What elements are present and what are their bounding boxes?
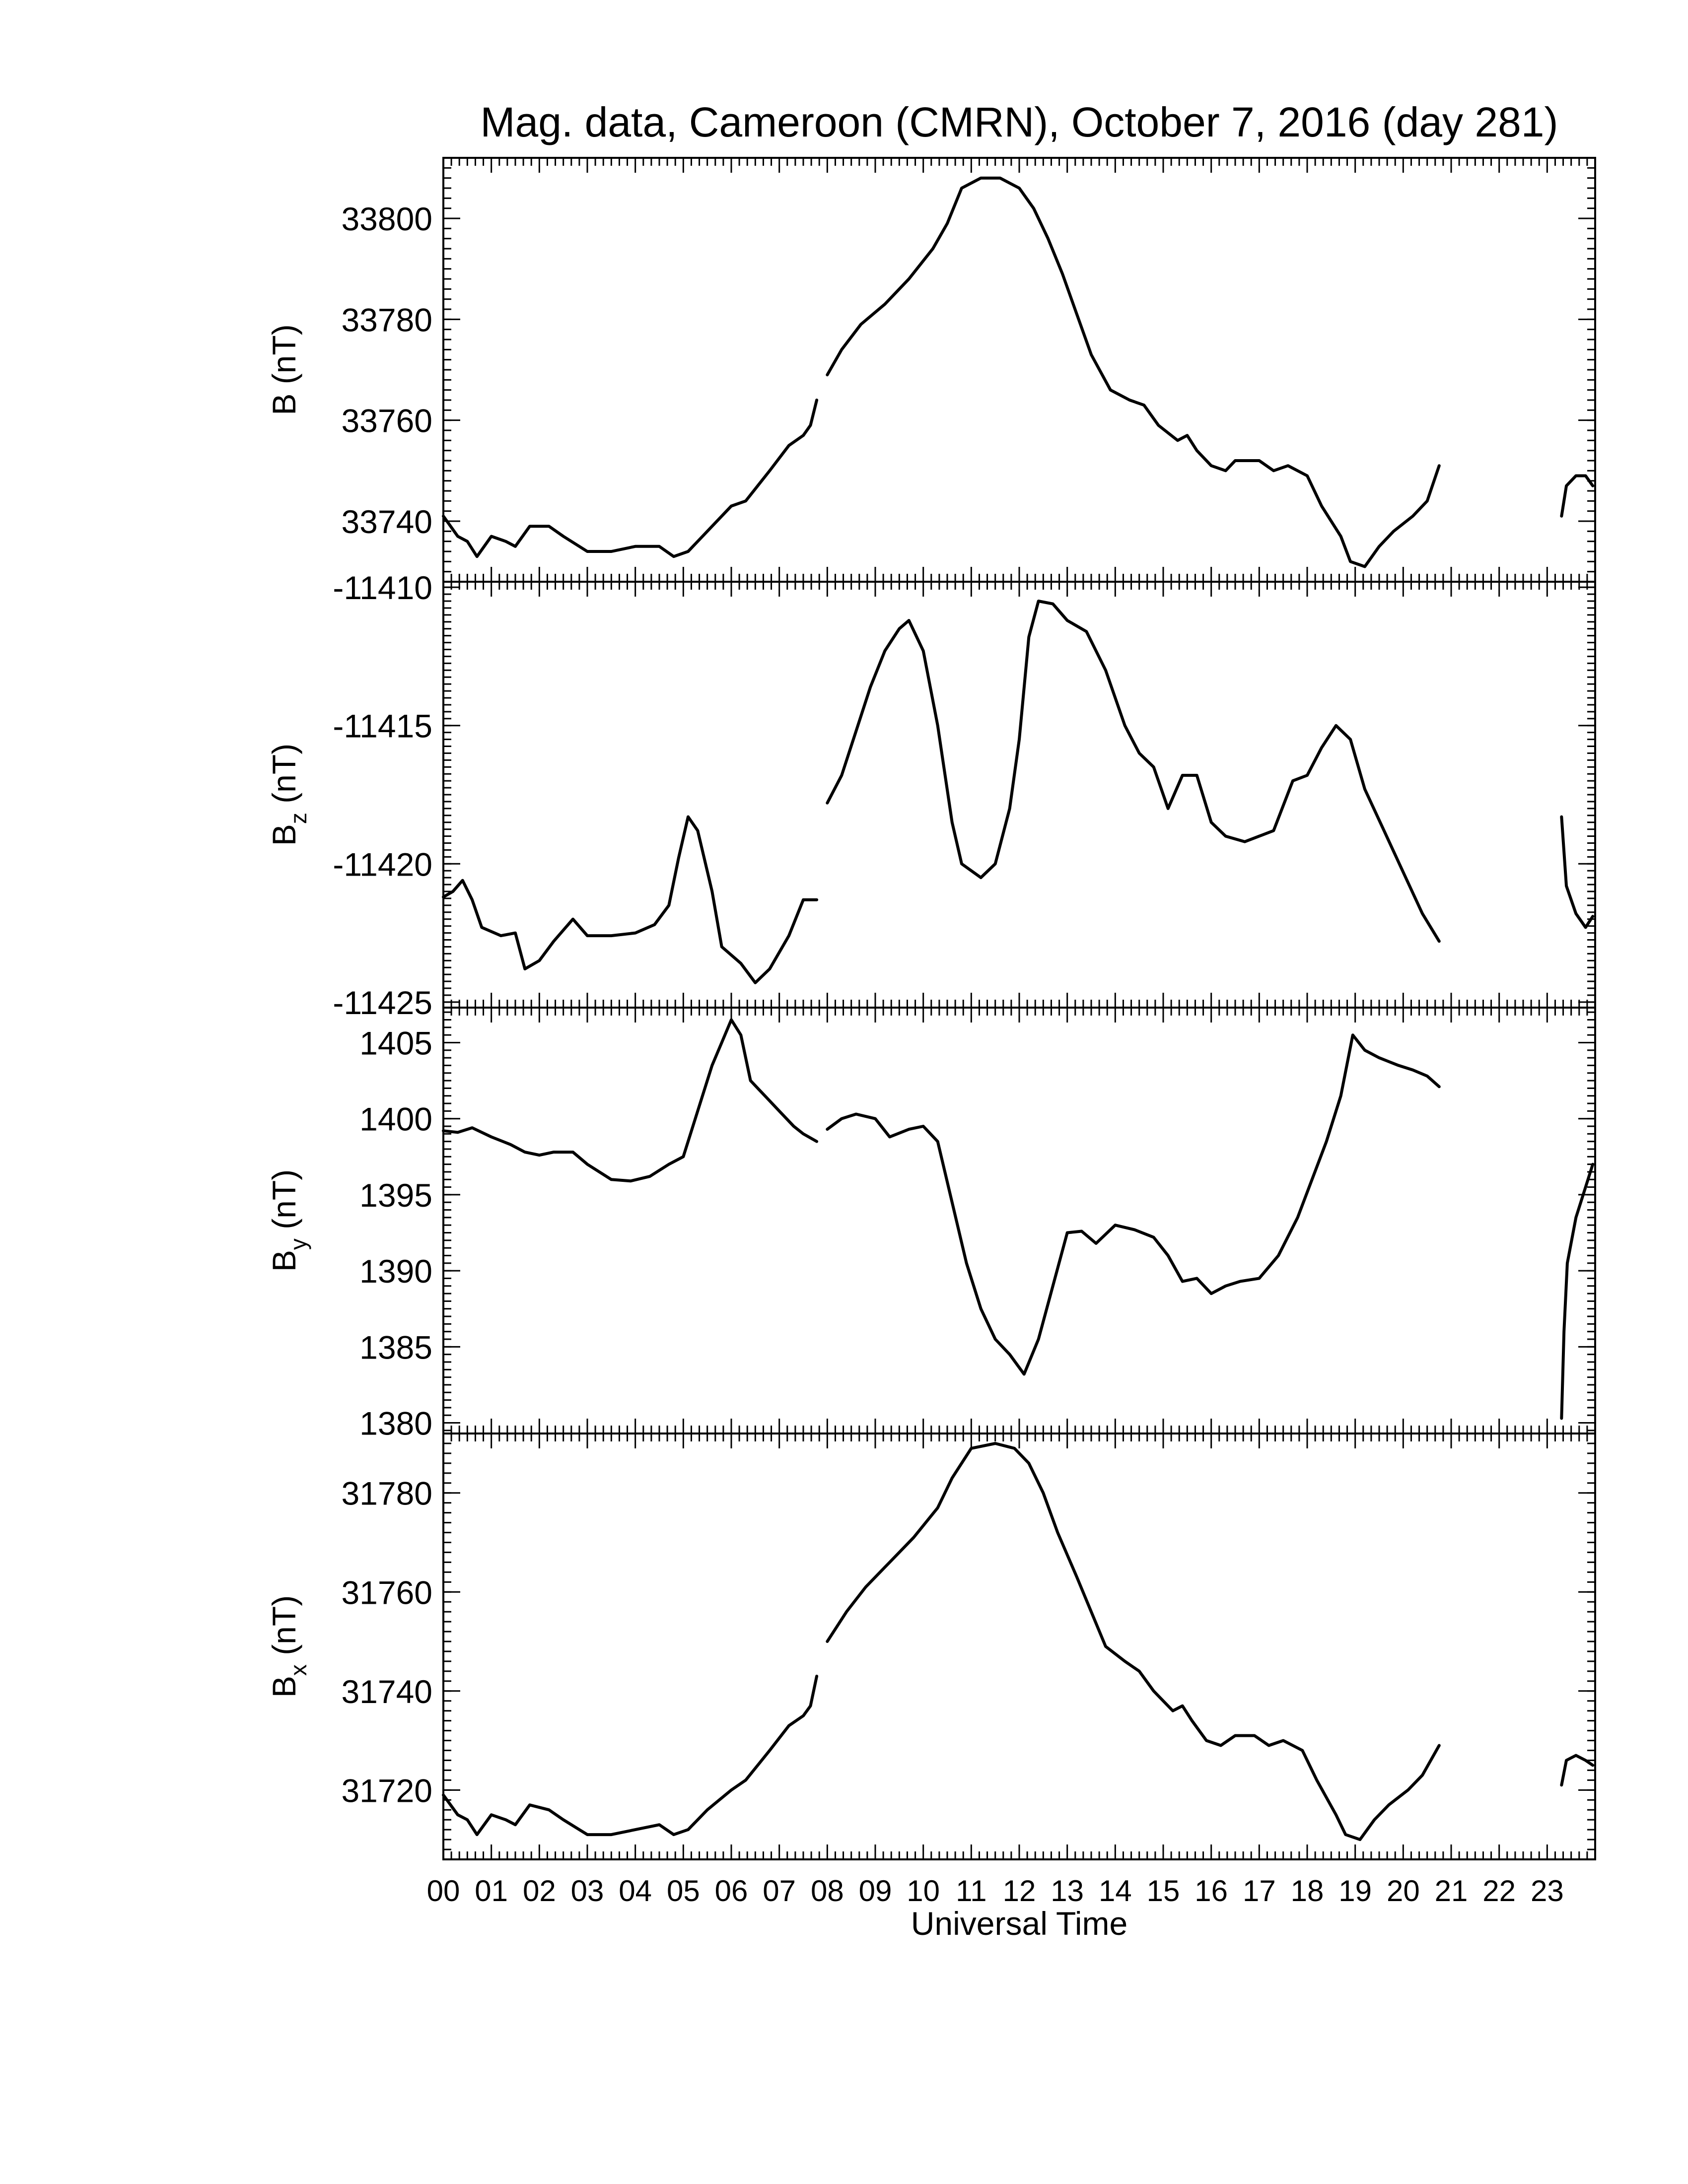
y-axis-label-unit: (nT): [266, 1595, 302, 1664]
y-axis-label-subscript: y: [285, 1238, 311, 1250]
y-axis-label-unit: (nT): [266, 1169, 302, 1238]
x-tick-label: 09: [859, 1874, 892, 1908]
x-tick-label: 08: [811, 1874, 844, 1908]
x-tick-label: 22: [1482, 1874, 1516, 1908]
y-axis-label-unit: (nT): [266, 324, 302, 393]
data-line-segment-1: [442, 815, 819, 984]
x-tick-label: 18: [1291, 1874, 1324, 1908]
x-tick-label: 23: [1531, 1874, 1564, 1908]
y-tick-label: 1405: [359, 1024, 432, 1061]
data-line-segment-3: [1560, 474, 1595, 518]
x-tick-label: 02: [523, 1874, 556, 1908]
data-line-segment-1: [442, 399, 819, 558]
x-tick-label: 01: [475, 1874, 508, 1908]
y-tick-label: 31740: [341, 1673, 432, 1710]
x-tick-label: 17: [1243, 1874, 1276, 1908]
x-tick-label: 15: [1147, 1874, 1180, 1908]
x-tick-label: 19: [1338, 1874, 1372, 1908]
chart-title: Mag. data, Cameroon (CMRN), October 7, 2…: [481, 99, 1558, 145]
y-tick-label: 1385: [359, 1329, 432, 1365]
y-tick-label: 33780: [341, 301, 432, 338]
x-tick-label: 11: [956, 1874, 986, 1908]
y-tick-label: 1395: [359, 1177, 432, 1214]
y-tick-label: 33740: [341, 503, 432, 540]
y-tick-label: 31760: [341, 1574, 432, 1611]
y-axis-label: B (nT): [266, 324, 302, 415]
panel-1: 33740 33760 33780 33800 B (nT): [266, 157, 1596, 583]
x-tick-label: 10: [907, 1874, 940, 1908]
panel-frame: [442, 581, 1596, 1009]
data-line-segment-3: [1560, 1754, 1595, 1787]
panel-frame: [442, 1433, 1596, 1860]
data-line-segment-3: [1560, 1162, 1595, 1420]
panel-4: 31720 31740 31760 31780 Bx (nT): [266, 1433, 1596, 1860]
y-axis-label-unit: (nT): [266, 744, 302, 813]
x-tick-label: 14: [1099, 1874, 1132, 1908]
data-line-segment-1: [442, 1674, 819, 1837]
y-tick-label: 31720: [341, 1772, 432, 1809]
x-tick-label: 00: [427, 1874, 460, 1908]
y-tick-label: -11425: [333, 984, 432, 1021]
x-tick-label: 21: [1435, 1874, 1468, 1908]
x-tick-label: 05: [667, 1874, 700, 1908]
y-tick-label: 1380: [359, 1405, 432, 1442]
y-axis-label: Bz (nT): [266, 744, 311, 846]
y-tick-label: 1390: [359, 1253, 432, 1290]
x-tick-label: 20: [1387, 1874, 1420, 1908]
data-line-segment-2: [826, 1442, 1441, 1842]
y-axis-label-subscript: x: [285, 1664, 311, 1676]
x-tick-label: 03: [571, 1874, 604, 1908]
y-axis-label: By (nT): [266, 1169, 311, 1272]
y-tick-label: 1400: [359, 1101, 432, 1138]
data-line-segment-3: [1560, 815, 1595, 929]
y-axis-label-main: B: [266, 394, 302, 415]
x-tick-label: 06: [715, 1874, 748, 1908]
y-tick-label: 33800: [341, 201, 432, 237]
x-tick-label: 12: [1003, 1874, 1036, 1908]
data-line-segment-1: [442, 1018, 819, 1183]
y-axis-label-main: B: [266, 824, 302, 846]
y-tick-label: -11415: [333, 708, 432, 745]
y-tick-label: -11420: [333, 846, 432, 883]
y-axis-label: Bx (nT): [266, 1595, 311, 1698]
x-axis-label: Universal Time: [911, 1905, 1127, 1942]
y-axis-label-subscript: z: [285, 813, 311, 824]
y-axis-label-main: B: [266, 1676, 302, 1698]
panel-frame: [442, 157, 1596, 583]
y-axis-label-main: B: [266, 1250, 302, 1272]
y-tick-label: 33760: [341, 403, 432, 439]
panel-3: 1380 1385 1390 1395 1400 1405 By (nT): [266, 1007, 1596, 1442]
data-line-segment-2: [826, 1033, 1441, 1376]
x-tick-label: 13: [1051, 1874, 1084, 1908]
y-tick-label: 31780: [341, 1475, 432, 1512]
x-tick-label: 07: [763, 1874, 796, 1908]
data-line-segment-2: [826, 600, 1441, 943]
panel-2: -11425 -11420 -11415 -11410 Bz (nT): [266, 569, 1596, 1021]
x-tick-label: 04: [619, 1874, 652, 1908]
x-tick-label: 16: [1195, 1874, 1228, 1908]
y-tick-label: -11410: [333, 569, 432, 606]
data-line-segment-2: [826, 176, 1441, 568]
